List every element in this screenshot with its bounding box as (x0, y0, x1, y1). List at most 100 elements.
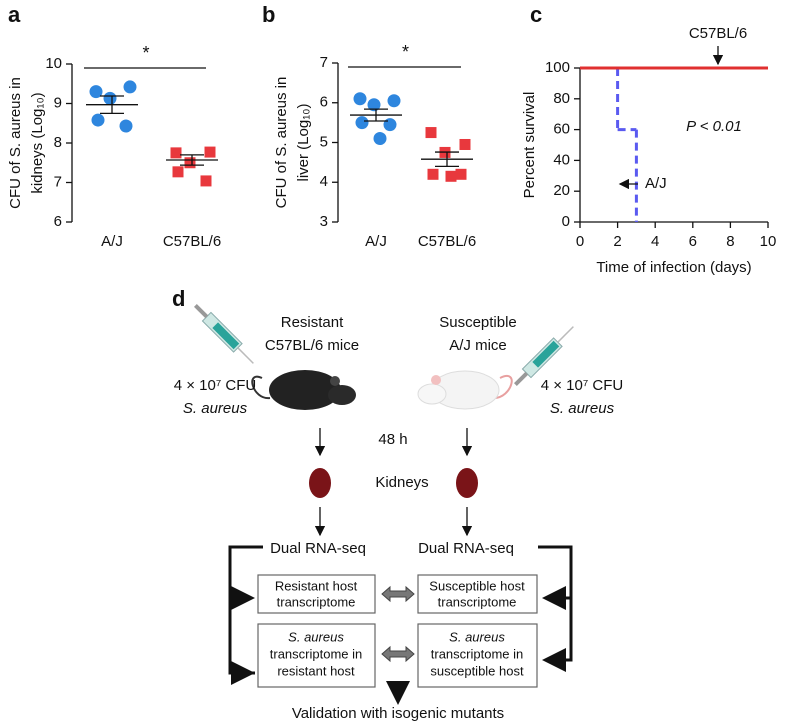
series-label: C57BL/6 (689, 25, 747, 42)
data-point (91, 113, 105, 127)
dose: 4 × 10⁷ CFU (541, 377, 624, 394)
y-tick-label: 100 (545, 59, 570, 76)
significance: * (142, 43, 149, 63)
box-text: S. aureus (288, 629, 344, 644)
box-text: transcriptome in (431, 646, 523, 661)
box-text: transcriptome (438, 594, 517, 609)
box-text: transcriptome (277, 594, 356, 609)
series-label: A/J (645, 175, 667, 192)
p-value: P < 0.01 (686, 118, 742, 135)
group-label: C57BL/6 mice (265, 337, 359, 354)
result-label: Validation with isogenic mutants (292, 705, 504, 722)
box-text: S. aureus (449, 629, 505, 644)
panel-label: b (262, 2, 275, 27)
y-tick-label: 80 (553, 90, 570, 107)
dose: S. aureus (183, 400, 248, 417)
data-point (383, 118, 397, 132)
x-tick-label: 10 (760, 233, 777, 250)
box (417, 574, 538, 614)
y-tick-label: 60 (553, 121, 570, 138)
dose: S. aureus (550, 400, 615, 417)
x-tick-label: 8 (726, 233, 734, 250)
y-tick-label: 0 (562, 213, 570, 230)
data-point (119, 119, 133, 133)
mouse-icon (251, 370, 356, 410)
mouse-icon (417, 370, 513, 410)
x-tick-label: A/J (365, 233, 387, 250)
box-text: susceptible host (430, 663, 524, 678)
data-point (103, 91, 117, 105)
data-point (184, 157, 196, 169)
data-point (367, 98, 381, 112)
group-label: Susceptible (439, 314, 517, 331)
group-label: Resistant (281, 314, 344, 331)
double-arrow (381, 585, 415, 603)
y-axis-label: Percent survival (521, 92, 538, 199)
x-axis-label: Time of infection (days) (596, 259, 751, 276)
y-tick-label: 6 (54, 213, 62, 230)
box (257, 574, 376, 614)
data-point (373, 132, 387, 146)
x-tick-label: 4 (651, 233, 659, 250)
y-axis-label: CFU of S. aureus in (7, 77, 24, 209)
box-text: resistant host (277, 663, 355, 678)
method-label: Dual RNA-seq (270, 540, 366, 557)
y-tick-label: 40 (553, 151, 570, 168)
box-text: transcriptome in (270, 646, 362, 661)
box-text: Susceptible host (429, 578, 525, 593)
data-point (425, 127, 437, 139)
data-point (89, 85, 103, 99)
y-axis-label: kidneys (Log₁₀) (29, 92, 46, 193)
data-point (427, 168, 439, 180)
kidney-icon (309, 468, 331, 498)
significance: * (402, 42, 409, 62)
y-tick-label: 20 (553, 182, 570, 199)
y-tick-label: 5 (320, 133, 328, 150)
x-tick-label: C57BL/6 (418, 233, 476, 250)
y-tick-label: 7 (54, 173, 62, 190)
syringe-icon (193, 303, 254, 364)
panel-label: a (8, 2, 21, 27)
data-point (445, 170, 457, 182)
y-tick-label: 10 (45, 55, 62, 72)
y-axis-label: CFU of S. aureus in (273, 77, 290, 209)
data-point (170, 147, 182, 159)
box (257, 623, 376, 688)
data-point (455, 168, 467, 180)
data-point (123, 80, 137, 94)
syringe-icon (513, 326, 574, 387)
x-tick-label: A/J (101, 233, 123, 250)
x-tick-label: 2 (613, 233, 621, 250)
y-tick-label: 3 (320, 213, 328, 230)
panel-label: d (172, 286, 185, 311)
x-tick-label: 6 (689, 233, 697, 250)
bracket (538, 545, 573, 662)
data-point (200, 175, 212, 187)
data-point (387, 94, 401, 108)
y-tick-label: 9 (54, 94, 62, 111)
data-point (459, 138, 471, 150)
time-label: 48 h (378, 431, 407, 448)
y-tick-label: 6 (320, 94, 328, 111)
dose: 4 × 10⁷ CFU (174, 377, 257, 394)
group-label: A/J mice (449, 337, 507, 354)
y-tick-label: 7 (320, 54, 328, 71)
box (417, 623, 538, 688)
data-point (172, 166, 184, 178)
data-point (353, 92, 367, 106)
kidney-icon (456, 468, 478, 498)
double-arrow (381, 645, 415, 663)
data-point (204, 146, 216, 158)
method-label: Dual RNA-seq (418, 540, 514, 557)
organ-label: Kidneys (375, 474, 428, 491)
y-axis-label: liver (Log₁₀) (295, 104, 312, 182)
y-tick-label: 8 (54, 134, 62, 151)
box-text: Resistant host (275, 578, 358, 593)
panel-label: c (530, 2, 542, 27)
x-tick-label: C57BL/6 (163, 233, 221, 250)
y-tick-label: 4 (320, 173, 328, 190)
data-point (355, 116, 369, 130)
diagram: d (172, 286, 623, 722)
x-tick-label: 0 (576, 233, 584, 250)
